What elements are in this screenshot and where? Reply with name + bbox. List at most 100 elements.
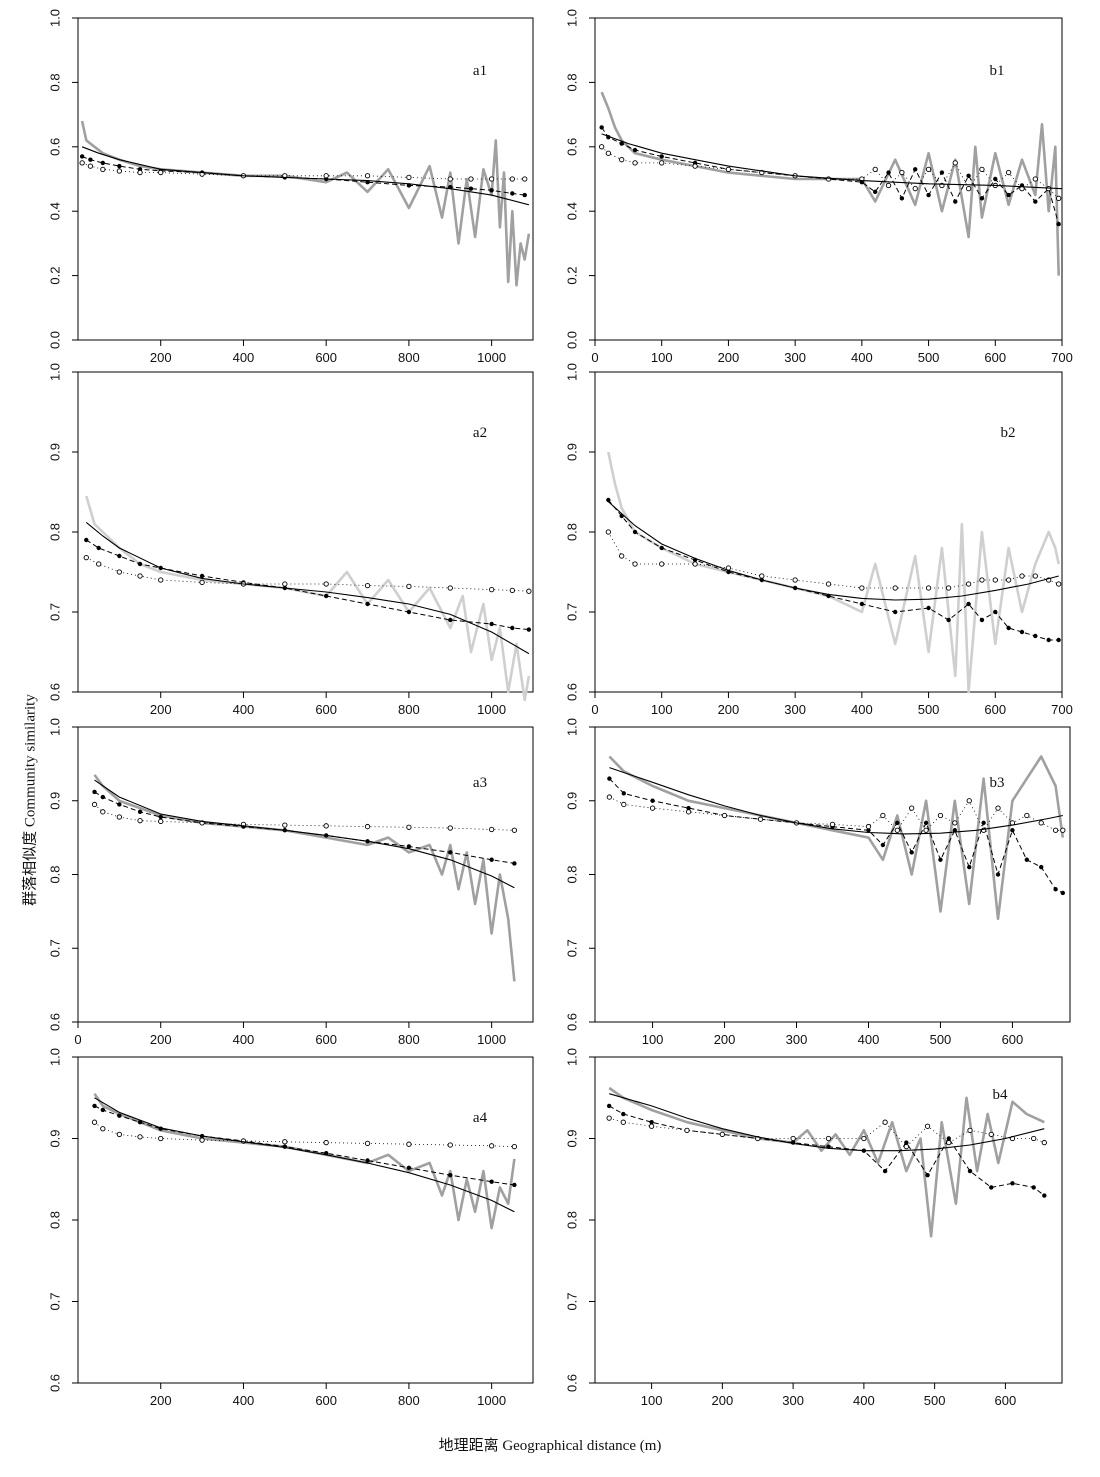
- panel-b1-xtick-label: 0: [591, 350, 598, 365]
- data-point-open: [526, 588, 532, 594]
- panel-a2-xtick-label: 800: [398, 702, 420, 717]
- data-point-open: [282, 581, 288, 587]
- panel-a3-xtick-label: 0: [74, 1032, 81, 1047]
- panel-b1-series-fit-line: [601, 133, 1063, 190]
- data-point-filled: [92, 789, 97, 795]
- panel-a4-series-fit-line: [94, 1097, 515, 1213]
- panel-b2-ytick-label: 0.6: [564, 683, 579, 701]
- data-point-open: [1032, 176, 1038, 182]
- data-point-open: [282, 1139, 288, 1145]
- data-point-open: [894, 827, 900, 833]
- data-point-open: [599, 144, 605, 150]
- data-point-filled: [512, 861, 517, 866]
- data-point-filled: [1046, 637, 1051, 643]
- data-point-filled: [989, 1185, 994, 1190]
- panel-b1-xtick-label: 100: [651, 350, 673, 365]
- panel-b2-ytick-label: 0.8: [564, 523, 579, 541]
- data-point-open: [659, 561, 665, 567]
- panel-b2-xtick-label: 200: [718, 702, 740, 717]
- data-point-open: [692, 163, 698, 169]
- data-point-filled: [406, 609, 412, 615]
- panel-a3-frame: [77, 726, 534, 1023]
- panel-a4-series-open-dots-line: [94, 1121, 515, 1148]
- panel-a2-xtick-label: 400: [233, 702, 255, 717]
- data-point-open: [606, 794, 613, 800]
- panel-a1-xtick-label: 800: [398, 350, 420, 365]
- data-point-filled: [1033, 199, 1038, 204]
- figure-x-axis-label: 地理距离 Geographical distance (m): [438, 1438, 662, 1454]
- panel-b3-xtick-label: 200: [714, 1032, 736, 1047]
- panel-b2-series-filled-dots: [606, 497, 1061, 643]
- data-point-filled: [686, 805, 691, 811]
- panel-b4-series-fit-line: [609, 1093, 1045, 1152]
- panel-a2-series-open-dots: [83, 554, 532, 594]
- data-point-open: [364, 823, 371, 830]
- data-point-open: [923, 827, 929, 833]
- data-point-open: [488, 586, 495, 593]
- data-point-open: [759, 573, 765, 579]
- data-point-filled: [886, 170, 891, 175]
- panel-b1-series-filled-dots-line: [601, 127, 1060, 225]
- panel-b1-series-open-dots-line: [601, 146, 1059, 199]
- panel-a1-series-fit-line: [81, 146, 530, 206]
- data-point-filled: [632, 147, 638, 153]
- data-point-filled: [966, 173, 971, 178]
- data-point-filled: [117, 163, 122, 169]
- panel-a4-series-open-dots: [91, 1119, 518, 1150]
- data-point-filled: [1006, 625, 1011, 631]
- data-point-open: [406, 1141, 412, 1147]
- panel-b1-ytick-label: 0.8: [564, 73, 579, 91]
- data-point-open: [937, 812, 944, 819]
- data-point-filled: [92, 1103, 97, 1109]
- data-point-open: [511, 1144, 518, 1150]
- data-point-filled: [84, 537, 89, 543]
- data-point-open: [925, 166, 932, 172]
- panel-b2-xtick-label: 600: [984, 702, 1006, 717]
- panel-b4-ytick-label: 0.8: [564, 1211, 579, 1229]
- data-point-open: [909, 805, 915, 811]
- data-point-open: [684, 1127, 690, 1134]
- panel-b1-ytick-label: 0.6: [564, 138, 579, 156]
- data-point-filled: [522, 192, 527, 198]
- panel-b2-xtick-label: 400: [851, 702, 873, 717]
- data-point-filled: [993, 176, 998, 182]
- data-point-open: [885, 182, 892, 189]
- data-point-open: [952, 160, 958, 166]
- panel-b3-series-open-dots: [606, 794, 1066, 833]
- panel-b1-ytick-label: 0.0: [564, 331, 579, 349]
- panel-a1-xtick-label: 400: [233, 350, 255, 365]
- panel-b4-ytick-label: 0.7: [564, 1292, 579, 1310]
- panel-a1-frame: [77, 17, 534, 341]
- panel-b4-xtick-label: 100: [641, 1393, 663, 1408]
- data-point-filled: [953, 199, 958, 204]
- data-point-open: [719, 1131, 726, 1138]
- panel-a2-ytick-label: 0.9: [47, 443, 62, 461]
- data-point-open: [1056, 581, 1062, 587]
- panel-a4-ytick-label: 0.6: [47, 1374, 62, 1392]
- data-point-filled: [199, 573, 205, 579]
- panel-b2-ytick-label: 1.0: [564, 363, 579, 381]
- panel-b3: 0.6 0.7 0.8 0.9 1.0 100 200 300 400 500 600 b3: [564, 718, 1071, 1047]
- data-point-filled: [993, 609, 998, 615]
- data-point-filled: [946, 1136, 951, 1141]
- data-point-filled: [926, 605, 931, 611]
- panel-b1-label: b1: [990, 63, 1005, 79]
- panel-b3-xtick-label: 400: [858, 1032, 880, 1047]
- panel-a3: 0.6 0.7 0.8 0.9 1.0 0 200 400 600 800 1000 a3: [47, 718, 534, 1047]
- panel-b3-ytick-label: 0.6: [564, 1013, 579, 1031]
- panel-a4-frame: [77, 1056, 534, 1384]
- data-point-filled: [1033, 633, 1038, 639]
- panel-a3-xtick-label: 400: [233, 1032, 255, 1047]
- data-point-open: [861, 1135, 867, 1142]
- data-point-filled: [981, 820, 986, 826]
- data-point-open: [364, 1140, 371, 1147]
- data-point-open: [1005, 169, 1012, 176]
- data-point-filled: [448, 1172, 453, 1178]
- data-point-filled: [913, 167, 918, 172]
- data-point-filled: [979, 196, 985, 201]
- panel-b4-series-gray-line: [608, 1086, 1045, 1238]
- data-point-open: [91, 1119, 98, 1125]
- data-point-open: [116, 168, 123, 174]
- panel-a2-xtick-label: 200: [150, 702, 172, 717]
- data-point-open: [1024, 812, 1030, 819]
